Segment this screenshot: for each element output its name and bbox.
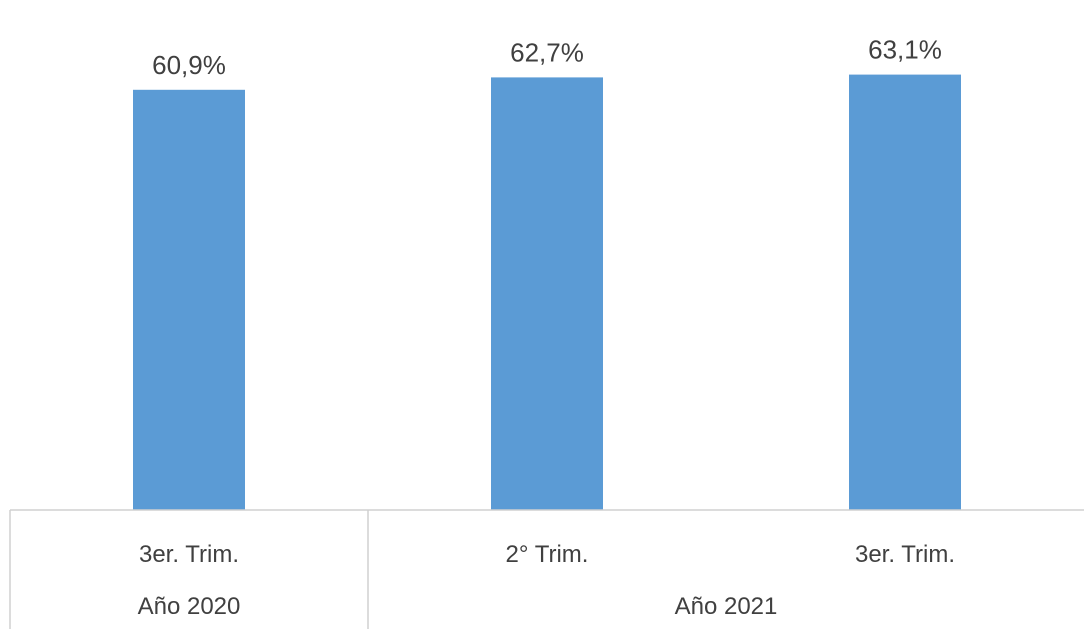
data-label-2: 62,7% bbox=[510, 37, 584, 67]
bar-1 bbox=[133, 89, 245, 511]
bar-2 bbox=[491, 77, 603, 511]
category-label-1: 3er. Trim. bbox=[139, 541, 239, 568]
group-label-2: Año 2021 bbox=[675, 593, 778, 620]
data-label-1: 60,9% bbox=[152, 50, 226, 80]
category-label-2: 2° Trim. bbox=[506, 541, 589, 568]
bars-group bbox=[133, 74, 961, 511]
bar-3 bbox=[849, 74, 961, 510]
data-label-3: 63,1% bbox=[868, 35, 942, 65]
group-labels-group: Año 2020 Año 2021 bbox=[138, 593, 778, 620]
group-label-1: Año 2020 bbox=[138, 593, 241, 620]
category-label-3: 3er. Trim. bbox=[855, 541, 955, 568]
value-labels-group: 60,9% 62,7% 63,1% bbox=[152, 35, 942, 80]
category-labels-group: 3er. Trim. 2° Trim. 3er. Trim. bbox=[139, 541, 955, 568]
category-axis bbox=[9, 509, 1084, 629]
